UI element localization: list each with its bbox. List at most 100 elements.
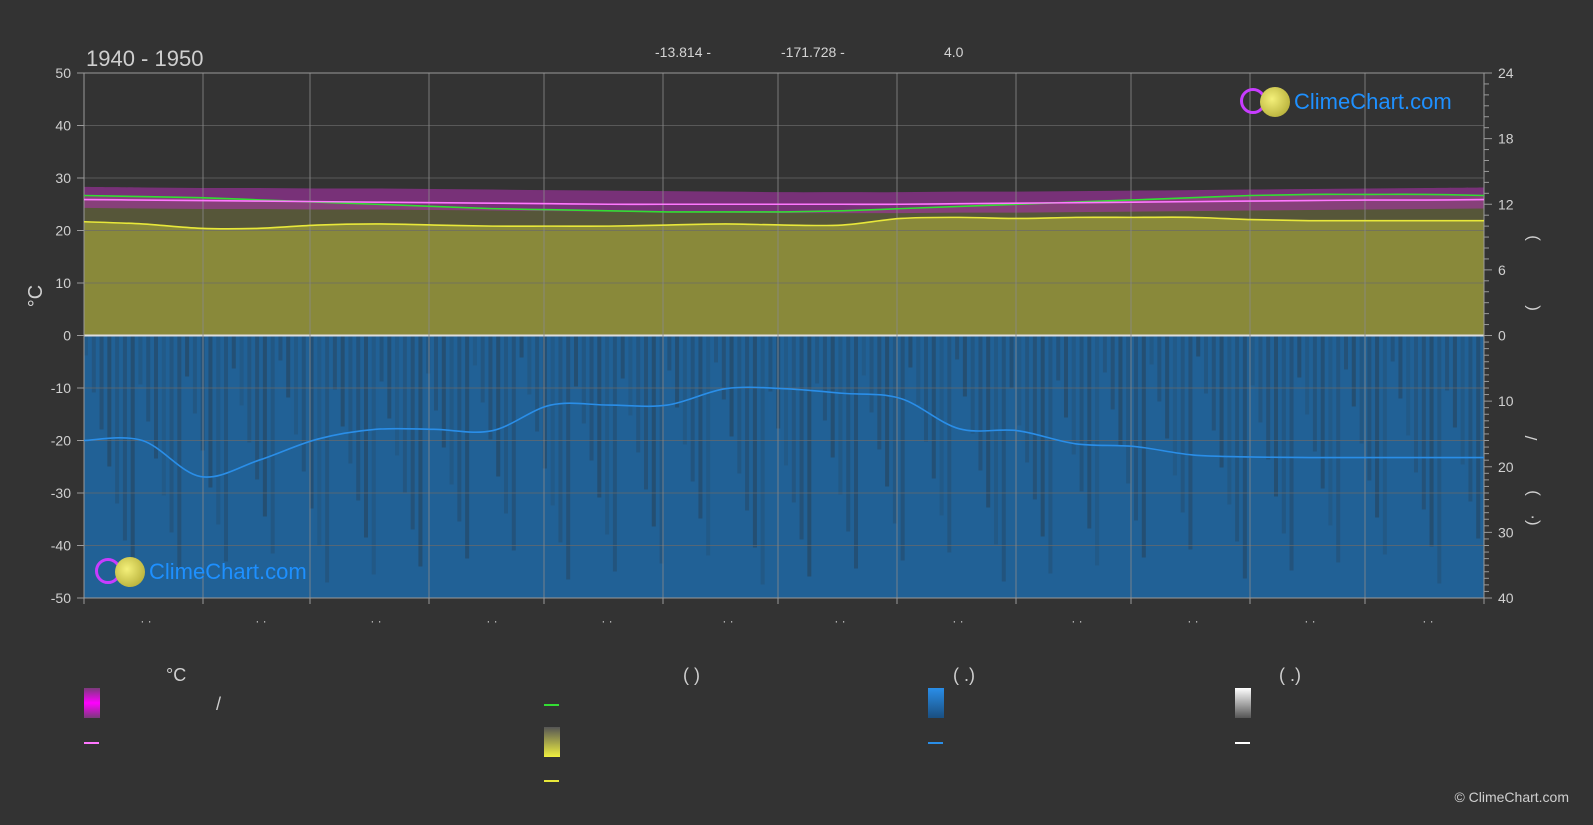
y-tick-right-bottom: 40 (1498, 590, 1514, 606)
precipitation-texture (185, 335, 190, 377)
y-tick-left: -30 (51, 485, 71, 501)
precipitation-texture (1281, 335, 1286, 534)
precipitation-texture (566, 335, 571, 580)
precipitation-texture (877, 335, 882, 450)
y-tick-left: -20 (51, 433, 71, 449)
precipitation-texture (434, 335, 438, 411)
precipitation-texture (286, 335, 291, 398)
precipitation-texture (1351, 335, 1356, 407)
precipitation-texture (1289, 335, 1294, 571)
precipitation-texture (1095, 335, 1100, 566)
x-tick-label: · · (140, 614, 151, 628)
legend-mean-temp-line (84, 742, 99, 744)
precipitation-texture (1102, 335, 1107, 373)
legend-precip-swatch (928, 688, 944, 718)
precipitation-texture (1336, 335, 1341, 563)
y-tick-left: 20 (55, 223, 71, 239)
precipitation-texture (667, 335, 672, 371)
copyright: © ClimeChart.com (1454, 789, 1569, 805)
precipitation-texture (799, 335, 804, 540)
precipitation-texture (192, 335, 197, 414)
precipitation-texture (721, 335, 726, 400)
precipitation-texture (854, 335, 858, 569)
precipitation-texture (900, 335, 905, 561)
precipitation-texture (410, 335, 415, 530)
precipitation-texture (231, 335, 236, 369)
precipitation-texture (714, 335, 718, 363)
precipitation-texture (574, 335, 578, 387)
precipitation-texture (535, 335, 540, 432)
precipitation-texture (815, 335, 820, 384)
precipitation-texture (550, 335, 555, 506)
precipitation-texture (1305, 335, 1310, 415)
precipitation-texture (636, 335, 641, 453)
brand-name-bottom: ClimeChart.com (149, 559, 307, 584)
precipitation-texture (1025, 335, 1030, 463)
precipitation-texture (480, 335, 485, 403)
precipitation-texture (208, 335, 213, 488)
y-axis-label-right: ) (1522, 490, 1541, 496)
precipitation-texture (589, 335, 594, 461)
precipitation-texture (441, 335, 446, 448)
y-tick-left: 10 (55, 275, 71, 291)
precipitation-texture (698, 335, 703, 519)
legend-precip-line (928, 742, 943, 744)
precipitation-texture (457, 335, 462, 522)
precipitation-texture (99, 335, 104, 430)
precipitation-texture (1266, 335, 1271, 460)
precipitation-texture (371, 335, 376, 575)
precipitation-texture (91, 335, 96, 393)
precipitation-texture (216, 335, 221, 525)
y-tick-left: 50 (55, 65, 71, 81)
precipitation-texture (527, 335, 532, 395)
precipitation-texture (1087, 335, 1092, 529)
precipitation-texture (332, 335, 337, 390)
precipitation-texture (340, 335, 345, 427)
precipitation-texture (1297, 335, 1302, 378)
precipitation-texture (1258, 335, 1263, 423)
logo-icon (1240, 86, 1290, 118)
y-axis-label-right: / (1522, 435, 1541, 440)
precipitation-texture (605, 335, 610, 535)
y-tick-left: -50 (51, 590, 71, 606)
precipitation-texture (597, 335, 602, 498)
precipitation-texture (970, 335, 975, 434)
longitude-label: -171.728 - (781, 44, 845, 60)
precipitation-texture (224, 335, 228, 562)
precipitation-texture (1320, 335, 1325, 489)
precipitation-texture (620, 335, 625, 379)
precipitation-texture (1406, 335, 1411, 436)
precipitation-texture (348, 335, 353, 464)
precipitation-texture (1367, 335, 1372, 481)
x-tick-label: · · (722, 614, 733, 628)
precipitation-texture (706, 335, 711, 556)
mean-temp-line (83, 198, 1485, 206)
precipitation-texture (1126, 335, 1131, 484)
precipitation-texture (1180, 335, 1185, 513)
precipitation-texture (1445, 335, 1450, 391)
precipitation-texture (364, 335, 368, 538)
legend-sun-header: ( ) (683, 665, 700, 685)
y-tick-right-bottom: 30 (1498, 524, 1514, 540)
x-tick-label: · · (255, 614, 266, 628)
precipitation-texture (262, 335, 267, 517)
precipitation-texture (558, 335, 563, 543)
precipitation-texture (1134, 335, 1138, 521)
x-tick-label: · · (1304, 614, 1315, 628)
precipitation-texture (1452, 335, 1457, 428)
precipitation-texture (1421, 335, 1426, 510)
y-axis-label-right: ( (1522, 305, 1541, 311)
precipitation-texture (1079, 335, 1084, 492)
precipitation-texture (301, 335, 306, 472)
precipitation-texture (1165, 335, 1170, 439)
legend-rain-header: ( .) (953, 665, 975, 685)
y-tick-left: 0 (63, 328, 71, 344)
precipitation-texture (1375, 335, 1380, 518)
precipitation-texture (1211, 335, 1216, 431)
legend-snow-swatch (1235, 688, 1251, 718)
y-tick-left: -10 (51, 380, 71, 396)
y-tick-right-top: 12 (1498, 196, 1514, 212)
precipitation-texture (846, 335, 851, 532)
precipitation-texture (519, 335, 524, 358)
